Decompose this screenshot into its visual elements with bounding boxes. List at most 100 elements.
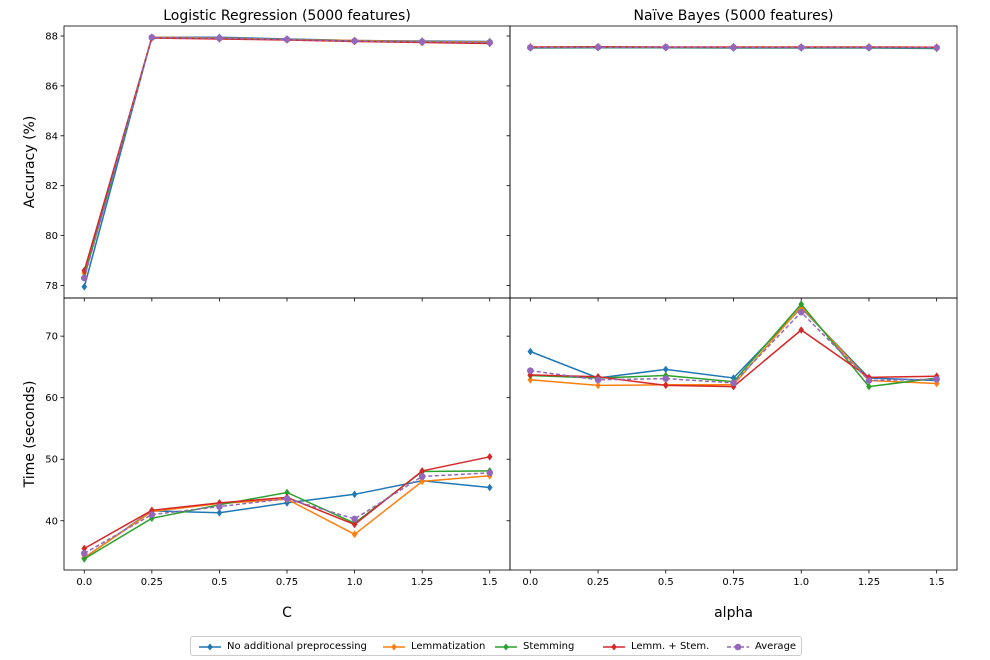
data-point <box>933 375 940 383</box>
x-tick-label: 0.0 <box>522 577 538 588</box>
data-point <box>865 44 873 51</box>
data-point <box>662 365 669 374</box>
series-line <box>83 36 490 274</box>
data-point <box>351 515 358 523</box>
data-point <box>351 520 358 529</box>
data-point <box>284 488 290 497</box>
panel-2: Naïve Bayes (5000 features) <box>506 8 958 302</box>
series-line <box>83 36 490 278</box>
y-axis-label: Accuracy (%) <box>22 116 38 209</box>
data-point <box>486 39 494 46</box>
series-line <box>83 475 490 559</box>
data-point <box>80 550 88 557</box>
panel-frame <box>63 297 511 571</box>
panel-4: 0.0 0.25 0.5 0.75 1.0 1.25 1.5 alpha <box>506 297 958 621</box>
data-point <box>527 376 534 384</box>
series-line <box>83 37 490 271</box>
panel-frame <box>63 25 511 299</box>
y-tick-label: 84 <box>45 131 58 142</box>
legend-label: Stemming <box>523 641 575 652</box>
data-point <box>933 44 940 52</box>
series-lemmatization <box>81 472 493 562</box>
data-point <box>283 36 291 43</box>
data-point <box>662 43 670 51</box>
data-point <box>418 473 426 480</box>
data-point <box>595 381 601 390</box>
x-tick-label: 0.5 <box>211 577 227 588</box>
data-point <box>730 44 737 51</box>
series-line <box>83 36 490 279</box>
y-tick-label: 82 <box>45 181 58 192</box>
data-point <box>216 499 223 507</box>
series-line <box>530 311 937 384</box>
legend-label: No additional preprocessing <box>227 641 367 652</box>
panel-title: Naïve Bayes (5000 features) <box>634 8 834 24</box>
data-point <box>662 375 670 382</box>
data-point <box>527 367 534 374</box>
data-point <box>81 282 88 291</box>
x-axis-label: alpha <box>714 605 753 621</box>
data-point <box>81 544 88 553</box>
x-axis-label: C <box>282 605 292 621</box>
x-tick-label: 1.0 <box>793 577 809 588</box>
panel-3: 40 50 60 70 0.0 0.25 0.5 0.75 1.0 1.25 1.5 Time (se… <box>22 297 511 621</box>
x-tick-label: 1.25 <box>858 577 880 588</box>
legend-line-average <box>727 643 749 651</box>
series-average <box>527 43 940 52</box>
data-point <box>730 379 737 387</box>
data-point <box>419 467 425 475</box>
legend-line-no-preprocessing <box>199 643 221 651</box>
y-tick-label: 60 <box>45 393 58 404</box>
legend-line-lemmatization <box>383 643 405 651</box>
series-average <box>80 34 494 282</box>
data-point <box>797 44 805 51</box>
x-tick-label: 0.5 <box>658 577 674 588</box>
data-point <box>81 555 88 563</box>
series-average <box>80 469 494 557</box>
data-point <box>351 37 358 45</box>
panel-title: Logistic Regression (5000 features) <box>163 8 411 24</box>
panel-frame <box>509 25 958 299</box>
data-point <box>486 452 493 461</box>
data-point <box>216 508 223 517</box>
data-point <box>527 44 534 51</box>
series-line <box>530 305 937 387</box>
series-line <box>530 306 937 382</box>
data-point <box>351 530 358 539</box>
x-tick-label: 0.25 <box>587 577 609 588</box>
series-line <box>83 36 490 287</box>
legend-line-stemming <box>495 643 517 651</box>
y-tick-label: 70 <box>45 332 58 343</box>
data-point <box>80 274 88 282</box>
data-point <box>148 34 156 41</box>
data-point <box>798 300 805 308</box>
x-tick-label: 0.75 <box>722 577 744 588</box>
data-point <box>486 483 493 492</box>
data-point <box>351 490 358 499</box>
data-point <box>419 477 425 486</box>
y-tick-label: 86 <box>45 81 58 92</box>
data-point <box>594 376 602 384</box>
x-tick-label: 0.75 <box>276 577 298 588</box>
panel-frame <box>509 297 958 571</box>
data-point <box>797 308 805 316</box>
series-line <box>83 472 490 555</box>
y-axis-label: Time (seconds) <box>22 381 38 489</box>
legend-label: Average <box>755 641 797 652</box>
data-point <box>418 38 426 46</box>
legend: No additional preprocessing Lemmatizatio… <box>190 636 802 656</box>
data-point <box>594 43 602 51</box>
panel-1: Logistic Regression (5000 features) 78 80 8… <box>22 8 511 302</box>
data-point <box>81 266 88 275</box>
legend-label: Lemmatization <box>411 641 486 652</box>
y-tick-label: 50 <box>45 455 58 466</box>
x-tick-label: 1.5 <box>929 577 945 588</box>
data-point <box>730 382 737 391</box>
x-tick-label: 0.25 <box>141 577 163 588</box>
y-tick-label: 40 <box>45 516 58 527</box>
data-point <box>798 326 805 334</box>
data-point <box>865 377 873 384</box>
x-tick-label: 0.0 <box>76 577 92 588</box>
series-average <box>527 308 940 387</box>
